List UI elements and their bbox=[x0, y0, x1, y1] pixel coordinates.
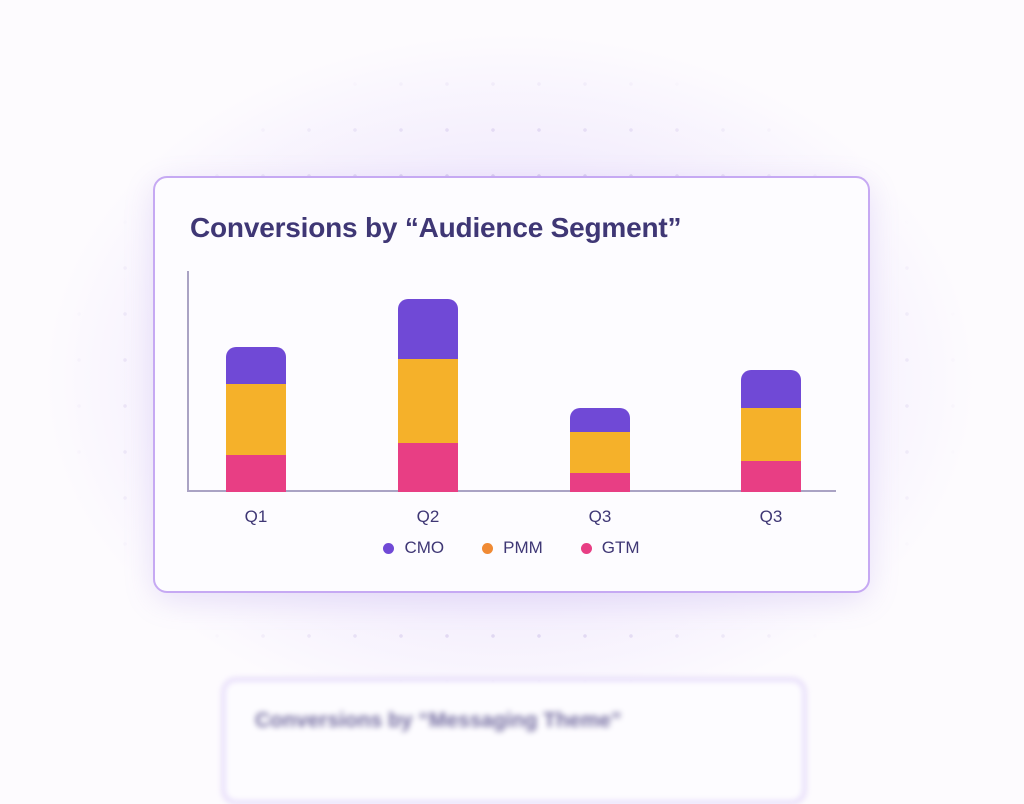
legend-item-cmo: CMO bbox=[383, 538, 444, 558]
x-tick-label: Q1 bbox=[244, 507, 268, 526]
bar-segment-pmm bbox=[226, 383, 286, 455]
chart-title: Conversions by “Audience Segment” bbox=[190, 212, 682, 243]
legend-item-pmm: PMM bbox=[482, 538, 543, 558]
bar-segment-gtm bbox=[398, 442, 458, 492]
bar-segment-cmo bbox=[741, 370, 801, 408]
legend: CMO PMM GTM bbox=[155, 538, 868, 558]
chart-card: Conversions by “Audience Segment” Q1 Q2 Q3… bbox=[153, 176, 870, 593]
bar-segment-gtm bbox=[741, 460, 801, 492]
x-tick-label: Q3 bbox=[759, 507, 783, 526]
legend-dot-icon bbox=[383, 542, 395, 554]
legend-item-gtm: GTM bbox=[580, 538, 640, 558]
legend-label: GTM bbox=[601, 538, 640, 557]
bar-segment-pmm bbox=[398, 359, 458, 443]
x-tick-label: Q3 bbox=[588, 507, 612, 526]
y-axis bbox=[187, 271, 189, 492]
secondary-chart-title: Conversions by “Messaging Theme” bbox=[255, 709, 622, 732]
bar-segment-pmm bbox=[570, 431, 630, 473]
legend-dot-icon bbox=[580, 542, 592, 554]
bar-segment-cmo bbox=[226, 347, 286, 384]
bar-segment-cmo bbox=[570, 407, 630, 432]
bar-segment-cmo bbox=[398, 299, 458, 360]
bar-segment-gtm bbox=[570, 472, 630, 492]
legend-label: PMM bbox=[503, 538, 543, 557]
x-axis bbox=[187, 490, 836, 492]
bar-1 bbox=[226, 347, 286, 492]
legend-label: CMO bbox=[404, 538, 445, 557]
plot-area: Q1 Q2 Q3 Q3 bbox=[155, 178, 868, 591]
bar-segment-gtm bbox=[226, 454, 286, 492]
bar-segment-pmm bbox=[741, 407, 801, 461]
bar-4 bbox=[741, 370, 801, 492]
legend-dot-icon bbox=[482, 542, 494, 554]
secondary-chart-card-blurred: Conversions by “Messaging Theme” bbox=[222, 678, 806, 804]
bar-2 bbox=[398, 299, 458, 492]
x-tick-label: Q2 bbox=[416, 507, 440, 526]
bar-3 bbox=[570, 407, 630, 492]
